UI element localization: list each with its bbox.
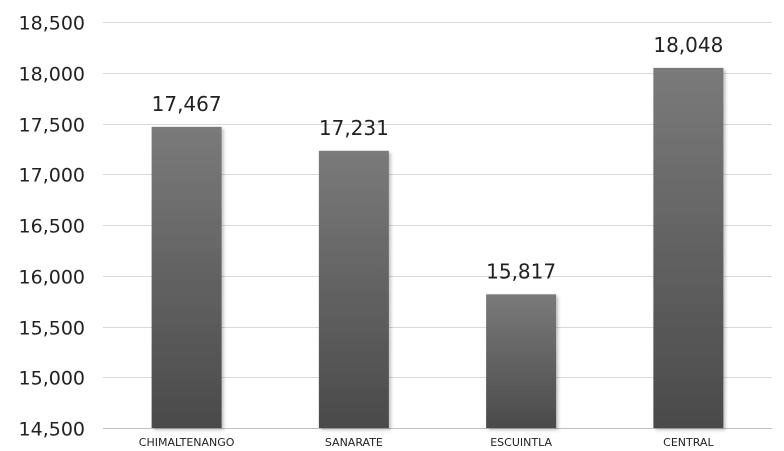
y-tick-label: 15,000 (19, 368, 85, 390)
y-tick-label: 17,500 (19, 115, 85, 137)
bar (653, 67, 724, 429)
y-tick-label: 15,500 (19, 318, 85, 340)
category-label: CENTRAL (663, 436, 714, 449)
category-label: SANARATE (325, 436, 383, 449)
category-label: ESCUINTLA (490, 436, 552, 449)
bars (151, 67, 724, 429)
y-tick-label: 16,000 (19, 267, 85, 289)
y-axis-tick-labels: 14,500 15,000 15,500 16,000 16,500 17,000 17,5… (19, 13, 85, 441)
data-label: 15,817 (486, 259, 556, 283)
bar (486, 294, 557, 428)
bar (318, 150, 389, 428)
data-labels: 17,467 17,231 15,817 18,048 (152, 33, 724, 283)
x-axis-category-labels: CHIMALTENANGO SANARATE ESCUINTLA CENTRAL (139, 436, 715, 449)
y-tick-label: 18,500 (19, 13, 85, 35)
bar (151, 126, 222, 429)
y-tick-label: 18,000 (19, 64, 85, 86)
data-label: 17,467 (152, 92, 222, 116)
category-label: CHIMALTENANGO (139, 436, 235, 449)
y-tick-label: 17,000 (19, 165, 85, 187)
y-tick-label: 16,500 (19, 216, 85, 238)
data-label: 17,231 (319, 116, 389, 140)
y-tick-label: 14,500 (19, 419, 85, 441)
data-label: 18,048 (653, 33, 723, 57)
